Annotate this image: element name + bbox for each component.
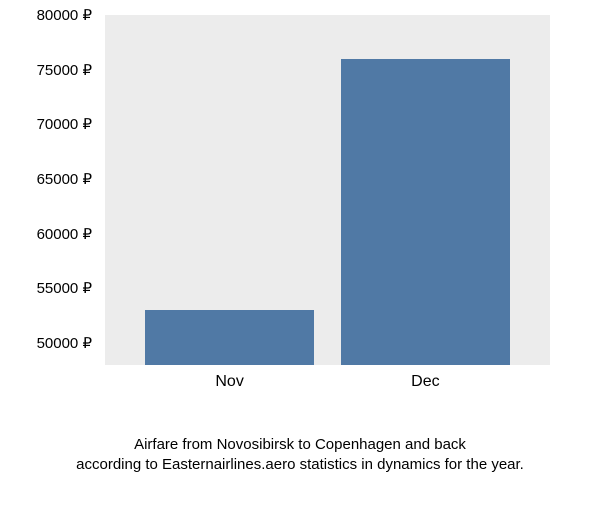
y-tick-label: 55000 ₽ [37,279,92,297]
y-tick-label: 75000 ₽ [37,61,92,79]
y-tick-label: 80000 ₽ [37,6,92,24]
x-tick-label: Nov [215,373,243,391]
y-axis: 50000 ₽ 55000 ₽ 60000 ₽ 65000 ₽ 70000 ₽ 75000… [20,10,100,370]
y-tick-label: 50000 ₽ [37,334,92,352]
caption-line2: according to Easternairlines.aero statis… [76,456,524,473]
caption-line1: Airfare from Novosibirsk to Copenhagen a… [134,436,466,453]
chart-caption: Airfare from Novosibirsk to Copenhagen a… [0,435,600,476]
x-tick-label: Dec [411,373,439,391]
bar [145,310,314,365]
chart-container: 50000 ₽ 55000 ₽ 60000 ₽ 65000 ₽ 70000 ₽ 75000… [20,10,580,410]
y-tick-label: 65000 ₽ [37,170,92,188]
y-tick-label: 70000 ₽ [37,115,92,133]
plot-area [105,15,550,365]
x-axis: Nov Dec [105,370,550,400]
y-tick-label: 60000 ₽ [37,225,92,243]
bar [341,59,510,365]
